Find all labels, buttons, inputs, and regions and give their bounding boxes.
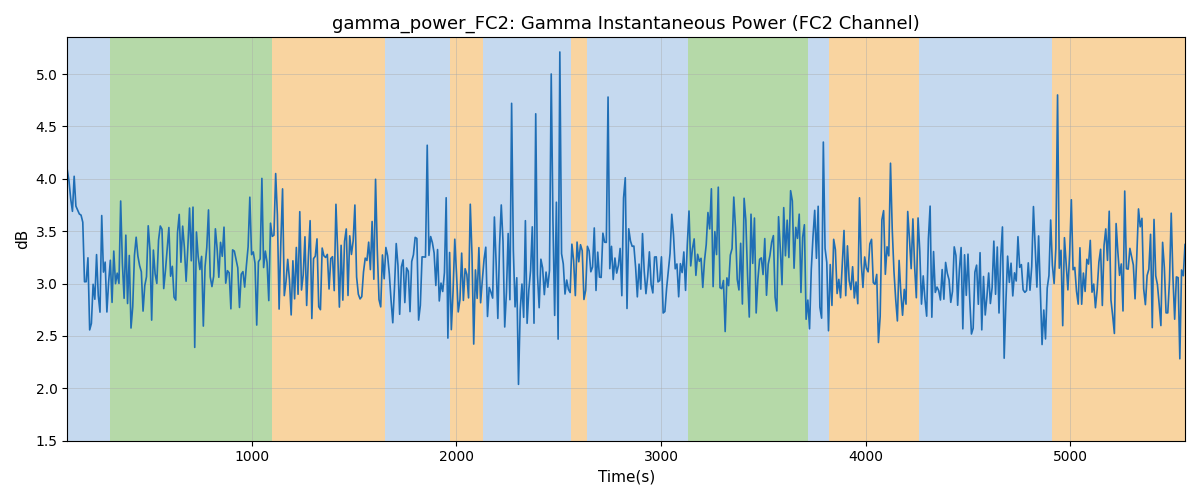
Bar	[384, 38, 450, 440]
Bar	[67, 38, 110, 440]
Bar	[571, 38, 587, 440]
Bar	[829, 38, 919, 440]
Bar	[587, 38, 673, 440]
Bar	[919, 38, 1052, 440]
Bar	[809, 38, 829, 440]
Bar	[110, 38, 272, 440]
Bar	[450, 38, 482, 440]
Bar	[1052, 38, 1186, 440]
Bar	[272, 38, 384, 440]
Title: gamma_power_FC2: Gamma Instantaneous Power (FC2 Channel): gamma_power_FC2: Gamma Instantaneous Pow…	[332, 15, 920, 34]
Bar	[688, 38, 809, 440]
Bar	[482, 38, 571, 440]
Y-axis label: dB: dB	[16, 229, 30, 249]
X-axis label: Time(s): Time(s)	[598, 470, 655, 485]
Bar	[673, 38, 688, 440]
